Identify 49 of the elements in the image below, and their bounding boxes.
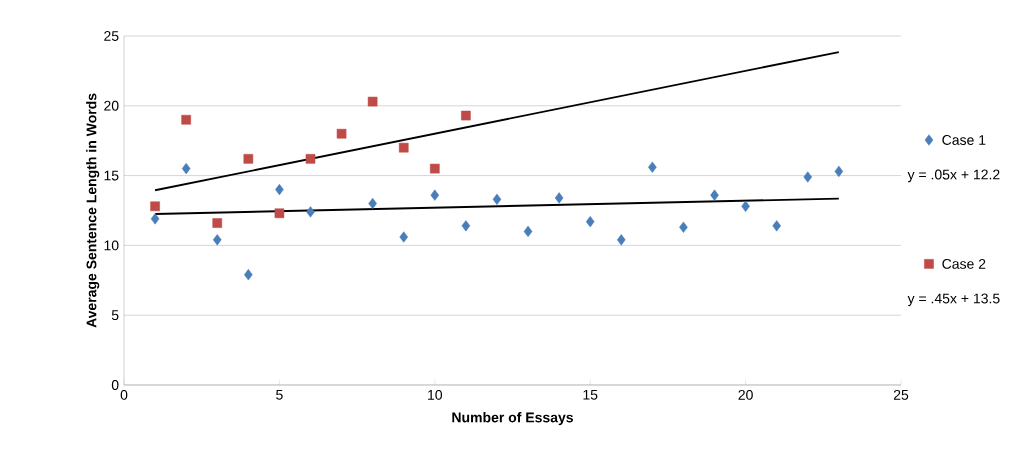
point [181,114,191,125]
x-tick-label: 0 [120,389,128,400]
point [150,201,160,212]
y-tick-label: 0 [111,380,119,390]
x-tick-label: 20 [738,389,753,400]
x-tick-label: 10 [428,389,443,400]
point [181,163,191,175]
y-axis-title: Average Sentence Length in Words [86,93,100,328]
point [399,231,408,243]
point [367,96,378,107]
point [430,189,440,201]
point [150,213,160,225]
point [212,218,223,228]
point [336,128,347,139]
y-tick-label: 5 [111,310,119,321]
text: y = .05x + 12.2 [907,169,1000,183]
point [803,171,813,183]
point [430,163,440,174]
point [461,220,471,232]
text: y = .45x + 13.5 [907,293,1000,307]
point [585,216,595,228]
point [398,142,409,153]
y-tick-label: 25 [104,31,119,41]
point [554,192,564,204]
x-tick-label: 15 [583,389,598,400]
point [834,165,844,177]
point [305,154,316,164]
point [492,193,502,205]
point [306,206,315,218]
point [648,161,657,173]
x-axis-title: Number of Essays [452,412,573,426]
y-tick-label: 10 [104,240,119,251]
y-tick-label: 15 [104,170,119,181]
point [772,220,781,232]
legend-label: Case 1 [942,135,986,145]
point [710,189,719,201]
y-tick-label: 20 [104,100,119,111]
point [461,110,471,121]
x-tick-label: 5 [276,389,283,400]
point [523,225,533,238]
point [243,154,254,164]
point [244,269,253,281]
point [617,234,626,246]
point [741,200,750,212]
point [274,208,285,219]
legend-label: Case 2 [942,258,986,269]
point [679,221,688,233]
point [212,234,222,246]
x-tick-label: 25 [893,389,909,400]
